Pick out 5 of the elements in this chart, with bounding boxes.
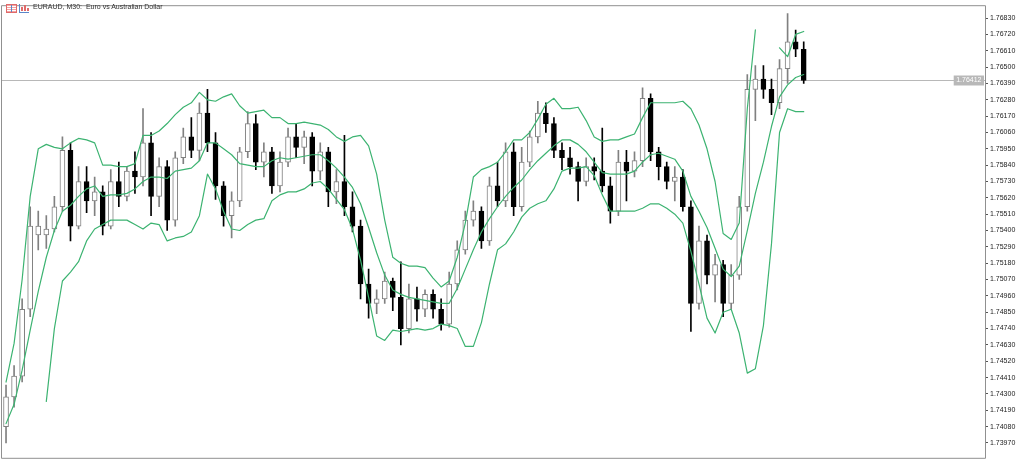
candlestick	[712, 253, 718, 303]
candlestick	[132, 151, 138, 194]
candlestick	[671, 166, 678, 202]
candlestick	[35, 210, 42, 251]
candlestick	[43, 215, 50, 249]
